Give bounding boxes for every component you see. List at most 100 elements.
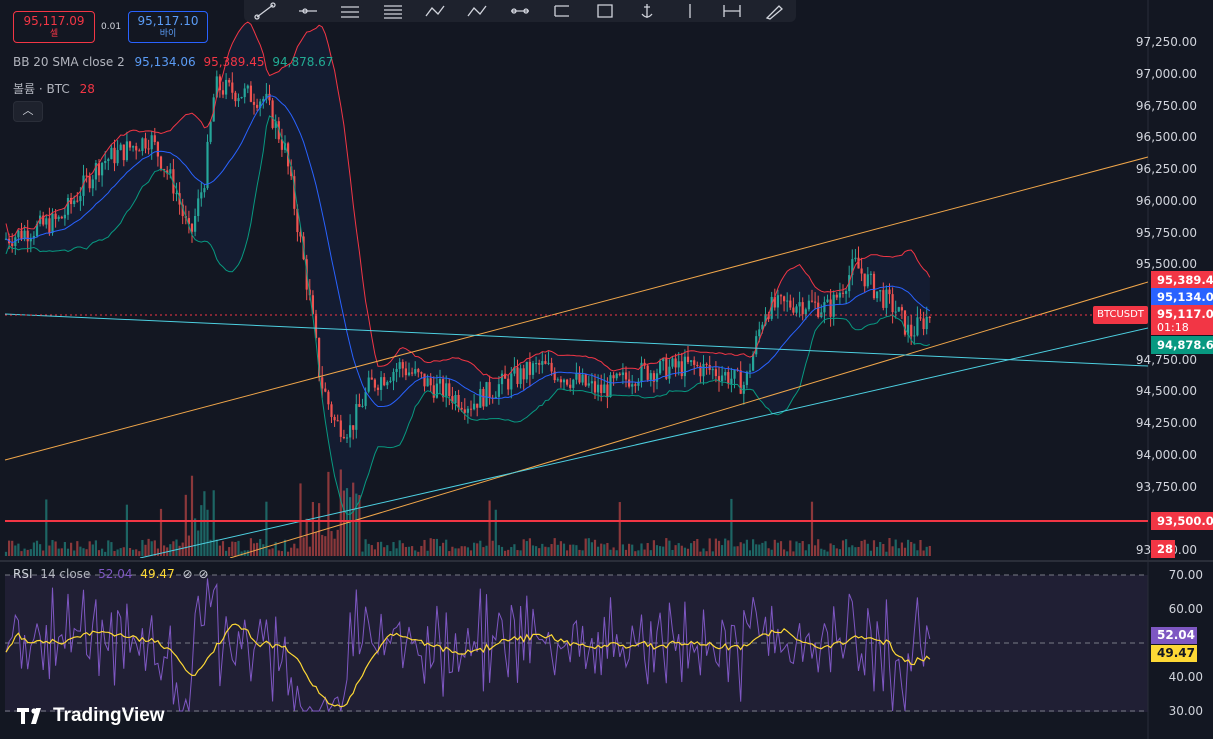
- volume-bar: [668, 540, 671, 556]
- polyline-icon[interactable]: [424, 2, 446, 20]
- collapse-legend-button[interactable]: ︿: [13, 101, 43, 122]
- bb-legend[interactable]: BB 20 SMA close 2 95,134.06 95,389.45 94…: [13, 55, 333, 69]
- volume-bar: [612, 547, 615, 556]
- volume-bar: [482, 547, 485, 556]
- long-position-icon[interactable]: [509, 2, 531, 20]
- candle-body: [432, 385, 435, 398]
- volume-bar: [569, 544, 572, 556]
- candle-body: [420, 372, 423, 374]
- volume-bar: [407, 546, 411, 556]
- volume-bar: [907, 539, 910, 556]
- volume-bar: [386, 545, 389, 556]
- candle-body: [209, 121, 212, 142]
- candle-body: [693, 360, 696, 365]
- main-pane[interactable]: [0, 0, 1148, 558]
- candle-body: [373, 379, 376, 388]
- volume-bar: [314, 531, 318, 556]
- candle-body: [733, 369, 736, 379]
- hide-icon[interactable]: ⊘: [182, 567, 193, 581]
- volume-bar: [29, 549, 32, 556]
- ascending-trendline: [139, 327, 1148, 558]
- candle-body: [485, 382, 488, 407]
- candle-body: [566, 379, 569, 385]
- candle-body: [919, 317, 922, 319]
- candle-body: [125, 141, 128, 161]
- rsi-axis-label: 30.00: [1168, 704, 1203, 718]
- volume-legend-name: 볼륨 · BTC: [13, 82, 70, 96]
- candle-body: [925, 316, 928, 330]
- volume-bar: [528, 538, 531, 556]
- date-range-icon[interactable]: [721, 2, 743, 20]
- buy-label: 바이: [159, 29, 177, 39]
- volume-bar: [88, 541, 91, 556]
- hide-icon[interactable]: ⊘: [198, 567, 209, 581]
- sell-button[interactable]: 95,117.09 셀: [13, 11, 95, 43]
- volume-bar: [742, 543, 745, 556]
- volume-bar: [516, 550, 519, 556]
- rectangle-icon[interactable]: [594, 2, 616, 20]
- candle-body: [755, 336, 758, 355]
- pitchfork-icon[interactable]: [382, 2, 404, 20]
- candle-body: [569, 384, 572, 388]
- candle-body: [891, 294, 894, 313]
- candle-body: [857, 257, 860, 269]
- candle-body: [88, 176, 91, 189]
- volume-bar: [559, 541, 562, 556]
- candle-body: [696, 364, 699, 366]
- candle-body: [333, 416, 336, 421]
- candle-body: [584, 374, 587, 386]
- projection-icon[interactable]: [551, 2, 573, 20]
- candle-body: [776, 295, 779, 308]
- volume-bar: [367, 543, 370, 556]
- volume-bar: [814, 545, 817, 556]
- volume-bar: [807, 544, 810, 556]
- candle-body: [190, 223, 194, 232]
- volume-legend[interactable]: 볼륨 · BTC 28: [13, 80, 95, 97]
- candle-body: [237, 98, 240, 102]
- volume-bar: [497, 545, 500, 556]
- volume-bar: [826, 551, 829, 556]
- parallel-channel-icon[interactable]: [339, 2, 361, 20]
- candle-body: [457, 394, 460, 408]
- horizontal-ray-icon[interactable]: [297, 2, 319, 20]
- candle-body: [349, 425, 352, 438]
- volume-bar: [414, 550, 417, 556]
- buy-button[interactable]: 95,117.10 바이: [128, 11, 208, 43]
- candle-body: [200, 192, 203, 199]
- brush-icon[interactable]: [764, 2, 786, 20]
- candle-body: [609, 375, 612, 397]
- candle-body: [801, 302, 804, 315]
- candle-body: [615, 373, 618, 379]
- rsi-legend-value: 52.04: [98, 567, 133, 581]
- volume-bar: [469, 550, 473, 556]
- candle-body: [380, 377, 383, 390]
- path-icon[interactable]: [466, 2, 488, 20]
- volume-bar: [485, 545, 488, 556]
- anchor-icon[interactable]: [636, 2, 658, 20]
- candle-body: [854, 257, 857, 260]
- candle-body: [519, 368, 522, 384]
- volume-bar: [879, 541, 882, 556]
- candle-body: [97, 163, 101, 176]
- trendline-icon[interactable]: [254, 2, 276, 20]
- bb-fill: [6, 21, 930, 515]
- tradingview-logo-icon: [17, 708, 41, 724]
- rsi-legend[interactable]: RSI 14 close 52.04 49.47 ⊘ ⊘: [13, 567, 208, 581]
- price-axis-label: 96,250.00: [1135, 162, 1197, 176]
- volume-bar: [339, 469, 342, 556]
- volume-bar: [869, 550, 872, 556]
- vertical-line-icon[interactable]: [679, 2, 701, 20]
- price-axis-label: 94,250.00: [1135, 416, 1197, 430]
- candle-body: [516, 367, 519, 384]
- candle-body: [494, 396, 497, 399]
- rsi-value-tag: 52.04: [1151, 627, 1197, 644]
- rsi-legend-ma: 49.47: [140, 567, 175, 581]
- candle-body: [169, 169, 172, 174]
- volume-bar: [296, 548, 299, 556]
- candle-body: [355, 404, 358, 430]
- candle-body: [717, 376, 721, 382]
- volume-bar: [745, 539, 748, 556]
- candle-body: [163, 169, 166, 171]
- volume-bar: [45, 499, 48, 556]
